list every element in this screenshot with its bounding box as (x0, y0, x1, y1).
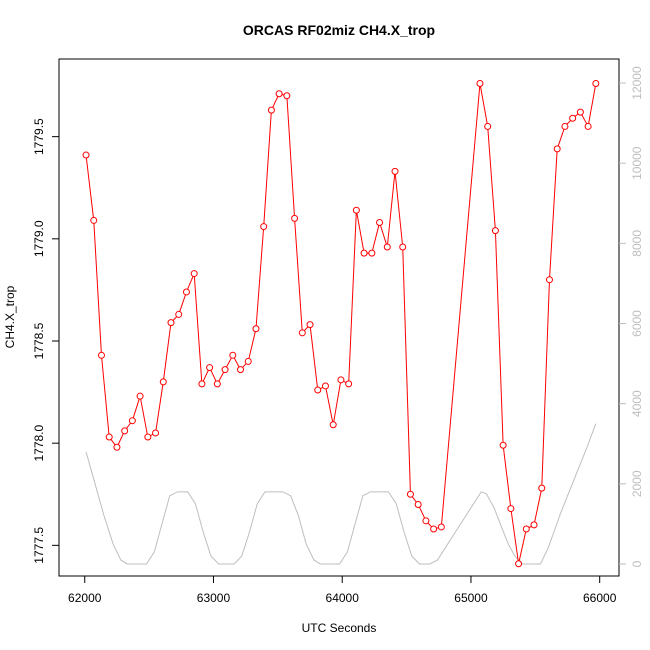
x-tick-label: 65000 (454, 591, 488, 605)
data-point (383, 243, 391, 251)
data-point (306, 321, 314, 329)
data-point (283, 92, 291, 100)
grey-series-layer (85, 423, 597, 565)
y-tick-label: 1777.5 (32, 527, 46, 564)
data-point (82, 151, 90, 159)
data-point (576, 108, 584, 116)
y2-tick-label: 8000 (630, 230, 644, 257)
chart-title: ORCAS RF02miz CH4.X_trop (243, 22, 435, 38)
y-axis-label: CH4.X_trop (3, 285, 17, 348)
data-point (345, 380, 353, 388)
data-point (321, 382, 329, 390)
data-point (206, 364, 214, 372)
data-point (167, 319, 175, 327)
data-point (144, 433, 152, 441)
data-point (507, 505, 515, 513)
data-point (182, 288, 190, 296)
y-axis-right: 0 2000 4000 6000 8000 10000 12000 (619, 66, 644, 567)
plot-frame (58, 58, 620, 577)
y2-tick-label: 12000 (630, 66, 644, 100)
data-point (430, 525, 438, 533)
y2-tick-label: 6000 (630, 310, 644, 337)
y-tick-label: 1778.5 (32, 322, 46, 359)
data-point (484, 122, 492, 130)
data-point (491, 227, 499, 235)
data-point (592, 80, 600, 88)
data-point (275, 90, 283, 98)
data-point (414, 500, 422, 508)
data-point (360, 249, 368, 257)
data-point (244, 357, 252, 365)
data-point (128, 417, 136, 425)
data-point (190, 270, 198, 278)
data-point (569, 114, 577, 122)
data-point (113, 443, 121, 451)
data-point (584, 122, 592, 130)
data-point (152, 429, 160, 437)
data-point (337, 376, 345, 384)
y-tick-label: 1779.0 (32, 220, 46, 257)
x-axis: 62000 63000 64000 65000 66000 (68, 576, 617, 605)
data-point (515, 560, 523, 568)
data-point (237, 366, 245, 374)
data-point (121, 427, 129, 435)
data-point (553, 145, 561, 153)
data-point (198, 380, 206, 388)
red-series-layer (82, 80, 600, 568)
data-point (136, 392, 144, 400)
data-point (545, 276, 553, 284)
data-point (538, 484, 546, 492)
x-axis-label: UTC Seconds (302, 621, 377, 635)
data-point (260, 223, 268, 231)
x-tick-label: 64000 (326, 591, 360, 605)
data-point (499, 441, 507, 449)
data-point (229, 351, 237, 359)
data-point (352, 206, 360, 214)
data-point (252, 325, 260, 333)
data-point (399, 243, 407, 251)
y2-tick-label: 0 (630, 560, 644, 567)
y2-tick-label: 10000 (630, 146, 644, 180)
y2-tick-label: 4000 (630, 390, 644, 417)
data-point (391, 167, 399, 175)
data-point (530, 521, 538, 529)
data-point (105, 433, 113, 441)
data-point (329, 421, 337, 429)
data-point (97, 351, 105, 359)
data-point (159, 378, 167, 386)
y-tick-label: 1779.5 (32, 118, 46, 155)
data-point (376, 218, 384, 226)
data-point (522, 525, 530, 533)
y2-tick-label: 2000 (630, 470, 644, 497)
data-point (561, 122, 569, 130)
data-point (221, 366, 229, 374)
data-point (267, 106, 275, 114)
x-tick-label: 62000 (68, 591, 102, 605)
data-point (476, 80, 484, 88)
data-point (213, 380, 221, 388)
data-point (437, 523, 445, 531)
x-tick-label: 63000 (197, 591, 231, 605)
data-point (291, 214, 299, 222)
data-point (422, 517, 430, 525)
data-point (175, 310, 183, 318)
data-point (368, 249, 376, 257)
data-point (314, 386, 322, 394)
grey-series-line (85, 423, 597, 565)
data-point (90, 216, 98, 224)
y-tick-label: 1778.0 (32, 424, 46, 461)
y-axis-left: 1777.5 1778.0 1778.5 1779.0 1779.5 (32, 118, 59, 564)
x-tick-label: 66000 (583, 591, 617, 605)
data-point (298, 329, 306, 337)
data-point (406, 490, 414, 498)
